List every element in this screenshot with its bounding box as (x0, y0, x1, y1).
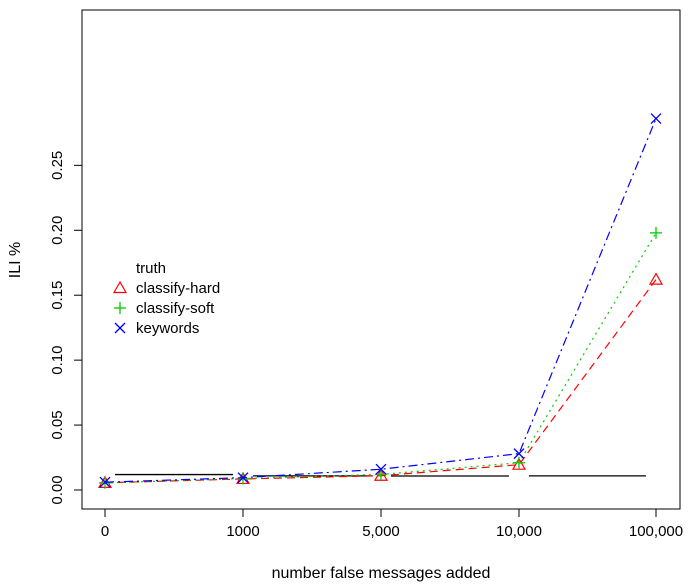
x-tick-label: 10,000 (496, 523, 542, 540)
legend-marker-classify-soft (114, 302, 126, 314)
triangle-marker (648, 272, 664, 285)
y-axis-label: ILI % (7, 242, 24, 278)
cross-marker-b (513, 448, 525, 460)
legend-label-classify-soft: classify-soft (136, 300, 215, 317)
y-tick-label: 0.10 (49, 346, 66, 375)
triangle-marker (511, 457, 527, 470)
y-tick-label: 0.25 (49, 151, 66, 180)
legend-marker-keywords (114, 322, 126, 334)
data-point (648, 272, 664, 285)
data-series (97, 113, 664, 489)
x-tick-label: 100,000 (629, 523, 683, 540)
y-tick-label: 0.15 (49, 281, 66, 310)
data-point (99, 476, 111, 488)
legend-label-keywords: keywords (136, 320, 199, 337)
legend-label-classify-hard: classify-hard (136, 280, 220, 297)
cross-marker-b (237, 472, 249, 484)
series-line (104, 232, 657, 484)
x-tick-label: 5,000 (362, 523, 400, 540)
x-tick-label: 0 (101, 523, 109, 540)
y-tick-label: 0.00 (49, 475, 66, 504)
y-tick-label: 0.05 (49, 410, 66, 439)
series-line (104, 118, 657, 483)
x-tick-label: 1000 (226, 523, 259, 540)
y-axis: 0.00 0.05 0.10 0.15 0.20 0.25 (49, 151, 83, 505)
data-point (650, 113, 662, 125)
cross-marker-b (99, 476, 111, 488)
data-point (513, 456, 525, 469)
cross-marker-b (375, 463, 387, 475)
series-classify-soft (99, 226, 662, 489)
triangle-marker (112, 280, 128, 294)
data-point (513, 448, 525, 460)
legend-label-truth: truth (136, 260, 166, 277)
x-axis: 0 1000 5,000 10,000 100,000 (101, 508, 683, 540)
cross-marker-b (114, 322, 126, 334)
legend: truth classify-hard classify-soft keywords (112, 260, 220, 337)
y-tick-label: 0.20 (49, 216, 66, 245)
data-point (511, 457, 527, 470)
cross-marker-b (650, 113, 662, 125)
series-keywords (99, 113, 662, 488)
data-point (650, 226, 662, 239)
x-axis-label: number false messages added (272, 565, 491, 582)
plot-frame (81, 9, 681, 510)
data-point (375, 468, 387, 481)
legend-marker-classify-hard (112, 280, 128, 294)
data-point (375, 463, 387, 475)
data-point (237, 472, 249, 484)
